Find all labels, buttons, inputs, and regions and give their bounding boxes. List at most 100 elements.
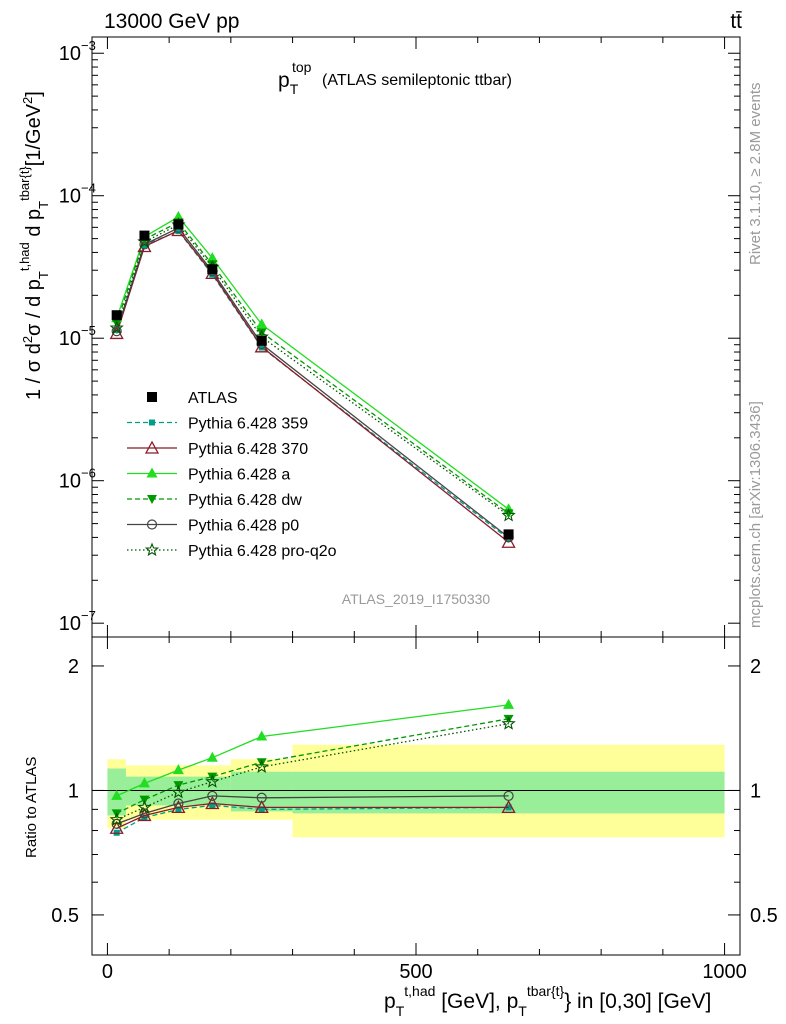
ratio-series-point xyxy=(256,792,267,803)
axis-ticks xyxy=(92,37,740,956)
ratio-series-point xyxy=(172,764,184,775)
atlas-data-point xyxy=(256,335,267,346)
ratio-series-point xyxy=(111,789,123,800)
ratio-bands xyxy=(92,744,740,838)
main-series-point xyxy=(141,242,148,249)
main-series-line xyxy=(116,221,509,514)
legend-label: Pythia 6.428 359 xyxy=(188,416,308,433)
legend: ATLAS Pythia 6.428 359 Pythia 6.428 370 Pyt… xyxy=(127,390,337,560)
mcplots-label: mcplots.cern.ch [arXiv:1306.3436] xyxy=(747,401,764,628)
y-axis-ratio-label: Ratio to ATLAS xyxy=(23,757,40,858)
ratio-series-point xyxy=(139,808,150,819)
ratio-series-point xyxy=(258,806,265,813)
ratio-series-point xyxy=(171,784,186,799)
main-series-point xyxy=(171,223,186,237)
y-main-tick-label: 10 xyxy=(59,186,81,208)
y-main-tick-exponent: −4 xyxy=(81,181,96,196)
y-main-tick-label: 10 xyxy=(59,328,81,350)
legend-marker xyxy=(149,419,155,426)
atlas-data-point xyxy=(173,219,184,230)
legend-marker xyxy=(146,519,158,530)
main-series-point xyxy=(209,271,216,278)
x-tick-label: 500 xyxy=(399,961,432,983)
legend-marker xyxy=(147,495,157,504)
ratio-series-line xyxy=(116,723,509,821)
y-main-tick-label: 10 xyxy=(59,43,81,65)
y-ratio-tick-label-left: 2 xyxy=(68,656,79,678)
legend-label: Pythia 6.428 370 xyxy=(188,441,308,458)
y-main-tick-exponent: −7 xyxy=(81,608,96,623)
plot-title-sub: T xyxy=(290,81,299,97)
energy-label: 13000 GeV pp xyxy=(104,10,239,33)
y-ratio-tick-label-right: 0.5 xyxy=(750,905,778,927)
x-tick-label: 1000 xyxy=(702,961,747,983)
y-ratio-tick-label-left: 1 xyxy=(68,780,79,802)
main-series-point xyxy=(175,228,182,235)
atlas-data-point xyxy=(139,230,150,241)
ratio-series-point xyxy=(501,716,516,730)
x-axis-label: pTt,had [GeV], pTtbar{t}} in [0,30] [GeV… xyxy=(384,983,711,1019)
atlas-data-point xyxy=(503,529,514,540)
y-axis-main-label: 1 / σ d2σ / d pTt,had d pTtbar{t}[1/GeV2… xyxy=(17,91,51,400)
x-tick-label: 0 xyxy=(102,961,113,983)
main-series-point xyxy=(254,339,269,353)
legend-marker xyxy=(144,440,160,454)
atlas-data-point xyxy=(111,310,122,321)
main-series-point xyxy=(111,326,122,337)
ratio-series-point xyxy=(206,751,218,762)
ratio-series-point xyxy=(254,759,269,773)
main-series-line xyxy=(116,227,510,538)
process-label: tt̄ xyxy=(730,10,742,33)
y-main-tick-exponent: −6 xyxy=(81,466,96,481)
legend-marker xyxy=(144,542,160,557)
main-series-point xyxy=(206,252,218,263)
main-series-point xyxy=(501,534,516,548)
ratio-stat-band xyxy=(230,771,293,812)
main-series-point xyxy=(109,320,124,335)
main-lines xyxy=(116,216,510,543)
main-markers xyxy=(109,210,516,548)
main-series-line xyxy=(116,223,509,517)
y-ratio-tick-label-left: 0.5 xyxy=(51,905,79,927)
ratio-series-point xyxy=(503,790,514,802)
ratio-series-point xyxy=(173,798,184,809)
ratio-series-point xyxy=(501,800,516,814)
ratio-series-line xyxy=(116,704,509,797)
ratio-series-point xyxy=(137,799,152,814)
legend-marker xyxy=(146,467,158,478)
legend-label: Pythia 6.428 p0 xyxy=(188,518,299,535)
y-main-tick-exponent: −3 xyxy=(81,38,96,53)
ratio-series-line xyxy=(116,718,509,814)
main-series-line xyxy=(116,229,510,543)
legend-label: Pythia 6.428 a xyxy=(188,467,290,484)
ratio-series-point xyxy=(138,777,150,788)
plot-title: pT xyxy=(278,69,299,97)
atlas-data-point xyxy=(207,264,218,275)
ratio-series-point xyxy=(256,730,268,741)
legend-marker-atlas xyxy=(147,392,157,402)
main-series-point xyxy=(256,328,267,338)
main-series-point xyxy=(501,507,516,522)
y-main-tick-label: 10 xyxy=(59,471,81,493)
y-ratio-tick-label-right: 2 xyxy=(750,656,761,678)
ratio-lines xyxy=(109,698,516,836)
ratio-series-point xyxy=(254,800,269,814)
main-series-point xyxy=(503,509,514,519)
analysis-watermark: ATLAS_2019_I1750330 xyxy=(342,591,491,607)
legend-label: Pythia 6.428 pro-q2o xyxy=(188,543,337,560)
main-series-line xyxy=(116,230,509,540)
main-series-point xyxy=(256,318,268,329)
ratio-series-point xyxy=(503,698,515,709)
main-series-line xyxy=(116,216,509,510)
main-series-point xyxy=(258,344,265,351)
y-ratio-tick-label-right: 1 xyxy=(750,780,761,802)
ratio-series-point xyxy=(209,802,216,809)
ratio-series-point xyxy=(175,806,182,813)
y-main-tick-label: 10 xyxy=(59,613,81,635)
rivet-label: Rivet 3.1.10, ≥ 2.8M events xyxy=(747,83,764,266)
ratio-series-point xyxy=(205,774,220,788)
ratio-series-point xyxy=(256,758,267,768)
